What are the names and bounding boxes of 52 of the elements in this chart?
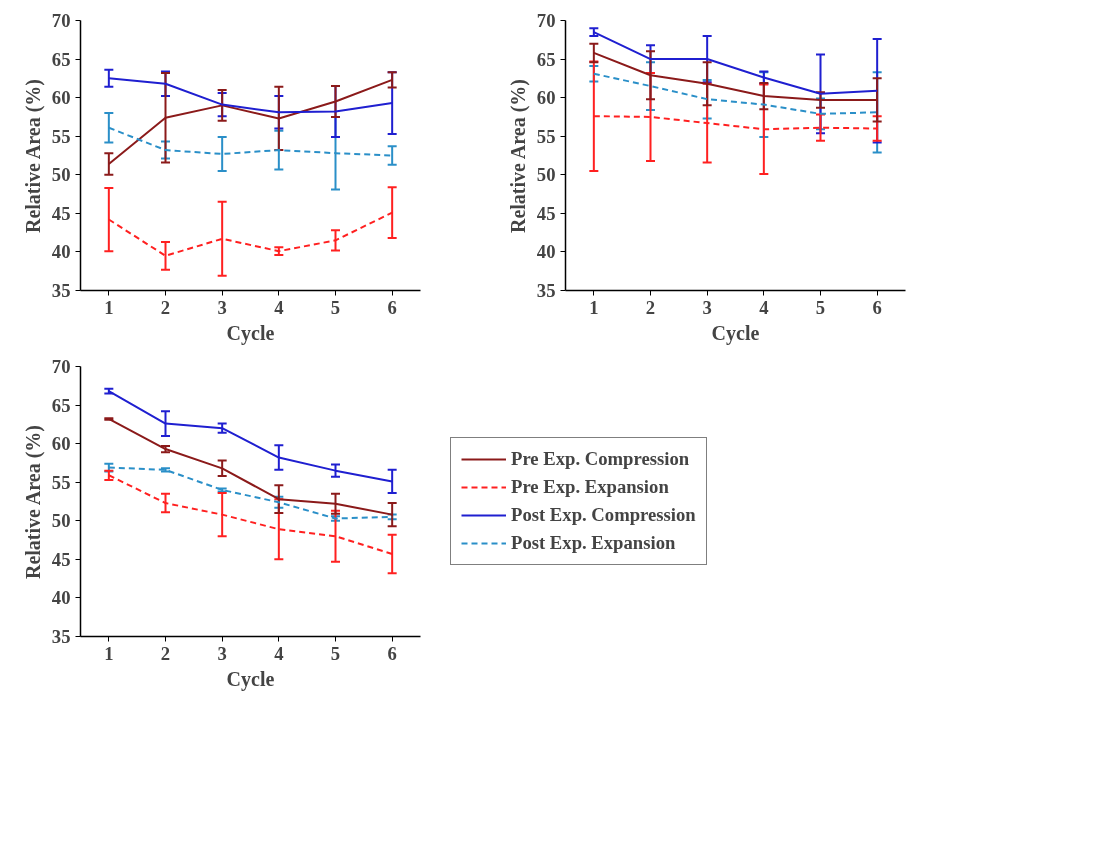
x-tick-label: 3: [702, 296, 712, 318]
x-tick-label: 3: [217, 296, 227, 318]
y-tick-label: 45: [536, 202, 556, 224]
x-tick-label: 1: [104, 296, 114, 318]
y-tick-label: 40: [51, 587, 71, 609]
legend-label: Post Exp. Compression: [511, 504, 696, 526]
x-tick-label: 2: [160, 296, 171, 318]
x-tick-label: 5: [330, 642, 341, 664]
x-tick-label: 5: [330, 296, 341, 318]
y-tick-label: 45: [51, 548, 71, 570]
y-tick-label: 60: [536, 87, 556, 109]
y-axis-title: Relative Area (%): [21, 79, 45, 234]
y-tick-label: 35: [51, 280, 71, 301]
y-tick-label: 45: [51, 202, 71, 224]
x-tick-label: 5: [815, 296, 826, 318]
y-tick-label: 60: [51, 433, 71, 455]
x-tick-label: 3: [217, 642, 227, 664]
y-tick-label: 35: [536, 280, 556, 301]
y-tick-label: 35: [51, 626, 71, 647]
legend-label: Post Exp. Expansion: [511, 532, 676, 554]
x-axis-title: Cycle: [711, 321, 760, 345]
x-axis-title: Cycle: [226, 321, 275, 345]
y-tick-label: 50: [536, 164, 556, 186]
y-tick-label: 50: [51, 164, 71, 186]
x-tick-label: 1: [589, 296, 599, 318]
x-tick-label: 4: [274, 296, 284, 318]
y-tick-label: 55: [51, 471, 71, 493]
y-axis-title: Relative Area (%): [506, 79, 530, 234]
y-tick-label: 70: [51, 10, 71, 31]
x-tick-label: 2: [645, 296, 656, 318]
y-tick-label: 55: [51, 125, 71, 147]
y-tick-label: 40: [51, 241, 71, 263]
y-tick-label: 55: [536, 125, 556, 147]
x-tick-label: 4: [274, 642, 284, 664]
x-tick-label: 6: [387, 642, 397, 664]
y-tick-label: 70: [536, 10, 556, 31]
y-axis-title: Relative Area (%): [21, 425, 45, 580]
y-tick-label: 50: [51, 510, 71, 532]
x-tick-label: 4: [759, 296, 769, 318]
y-tick-label: 60: [51, 87, 71, 109]
y-tick-label: 70: [51, 356, 71, 377]
y-tick-label: 65: [536, 48, 556, 70]
x-tick-label: 2: [160, 642, 171, 664]
y-tick-label: 65: [51, 48, 71, 70]
x-tick-label: 6: [872, 296, 882, 318]
x-axis-title: Cycle: [226, 667, 275, 691]
y-tick-label: 65: [51, 394, 71, 416]
x-tick-label: 6: [387, 296, 397, 318]
legend-label: Pre Exp. Expansion: [511, 476, 669, 498]
legend-label: Pre Exp. Compression: [511, 448, 690, 470]
x-tick-label: 1: [104, 642, 114, 664]
y-tick-label: 40: [536, 241, 556, 263]
